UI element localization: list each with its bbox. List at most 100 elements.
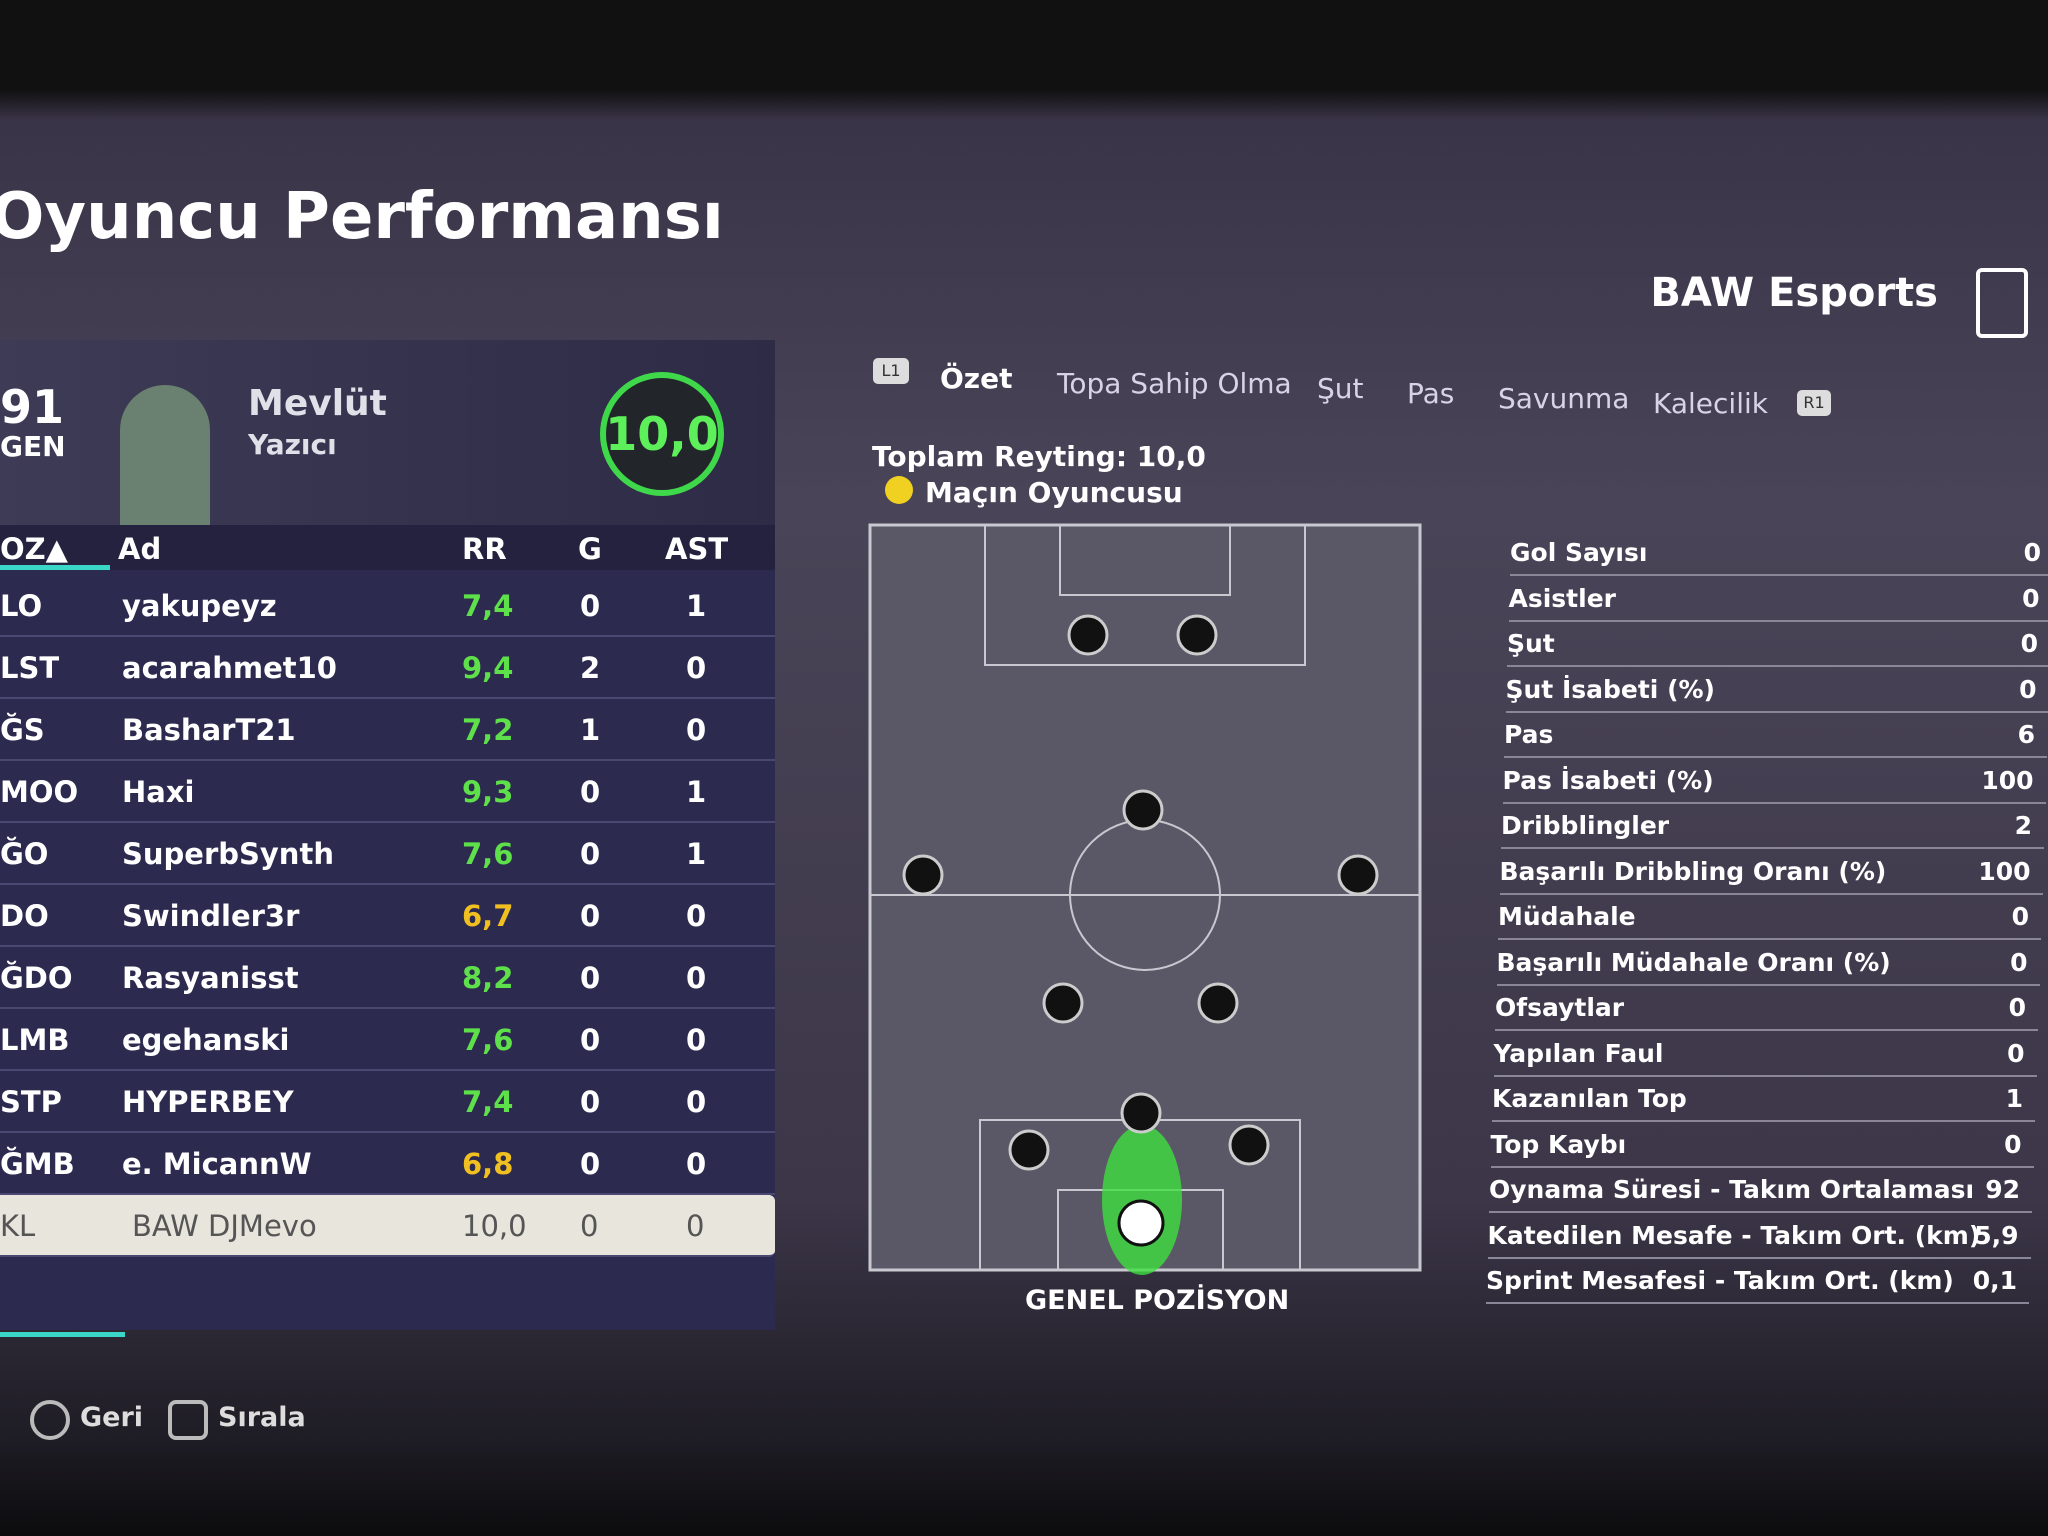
table-row[interactable]: ĞO SuperbSynth 7,6 0 1	[0, 823, 775, 885]
stat-label: Ofsaytlar	[1495, 993, 1625, 1022]
match-rating: 9,3	[462, 775, 514, 809]
tab[interactable]: Savunma	[1498, 382, 1630, 415]
player-name: Rasyanisst	[122, 961, 299, 995]
position: ĞO	[0, 837, 49, 871]
stat-row: Dribblingler 2	[1501, 803, 2044, 849]
pitch-label: GENEL POZİSYON	[1025, 1285, 1290, 1316]
table-row[interactable]: ĞS BasharT21 7,2 1 0	[0, 699, 775, 761]
goals: 0	[580, 1209, 599, 1243]
tab[interactable]: Özet	[940, 362, 1013, 395]
player-name: acarahmet10	[122, 651, 337, 685]
stat-row: Sprint Mesafesi - Takım Ort. (km) 0,1	[1486, 1258, 2029, 1304]
top-six	[1059, 524, 1231, 596]
stat-row: Ofsaytlar 0	[1495, 985, 2038, 1031]
stat-value: 0	[2020, 629, 2038, 658]
stat-label: Başarılı Müdahale Oranı (%)	[1496, 947, 1891, 977]
award-icon	[885, 476, 913, 504]
stat-row: Katedilen Mesafe - Takım Ort. (km) 5,9	[1487, 1213, 2031, 1259]
stat-value: 0	[2022, 583, 2040, 613]
stat-label: Şut İsabeti (%)	[1505, 674, 1716, 704]
sort-button[interactable]: Sırala	[218, 1402, 306, 1433]
column-header: OZ▲	[0, 532, 68, 566]
match-rating: 7,2	[462, 713, 514, 747]
assists: 0	[686, 961, 707, 995]
position: LMB	[0, 1023, 70, 1057]
player-name: Swindler3r	[122, 899, 300, 933]
match-rating: 8,2	[462, 961, 514, 995]
stat-value: 1	[2005, 1084, 2023, 1113]
stat-label: Asistler	[1508, 583, 1616, 613]
position: ĞS	[0, 713, 45, 747]
column-header: AST	[665, 532, 729, 566]
team-name: BAW Esports	[1650, 270, 1938, 316]
stat-value: 0	[2007, 1038, 2025, 1068]
stat-label: Şut	[1507, 629, 1555, 658]
goals: 1	[580, 713, 601, 747]
pitch	[868, 523, 1422, 1275]
stat-row: Asistler 0	[1508, 576, 2048, 622]
goals: 0	[580, 1085, 601, 1119]
back-button[interactable]: Geri	[80, 1402, 144, 1433]
assists: 1	[686, 837, 707, 871]
stat-label: Oynama Süresi - Takım Ortalaması	[1489, 1175, 1975, 1204]
match-rating: 6,8	[462, 1147, 514, 1181]
match-rating: 10,0	[600, 372, 724, 496]
stat-label: Sprint Mesafesi - Takım Ort. (km)	[1486, 1266, 1954, 1295]
table-row[interactable]: STP HYPERBEY 7,4 0 0	[0, 1071, 775, 1133]
stat-value: 0	[2008, 993, 2026, 1022]
stat-label: Kazanılan Top	[1492, 1084, 1687, 1113]
table-row[interactable]: LO yakupeyz 7,4 0 1	[0, 575, 775, 637]
stat-value: 100	[1981, 765, 2034, 795]
stat-value: 6	[2017, 720, 2035, 749]
stat-label: Pas	[1504, 720, 1554, 749]
table-row[interactable]: LMB egehanski 7,6 0 0	[0, 1009, 775, 1071]
stat-label: Dribblingler	[1501, 811, 1670, 840]
stat-row: Başarılı Dribbling Oranı (%) 100	[1499, 849, 2043, 895]
back-icon[interactable]	[30, 1400, 70, 1440]
assists: 0	[686, 1085, 707, 1119]
overall: 91	[0, 380, 65, 434]
table-row[interactable]: DO Swindler3r 6,7 0 0	[0, 885, 775, 947]
assists: 0	[686, 651, 707, 685]
assists: 0	[686, 899, 707, 933]
player-avatar	[120, 385, 210, 525]
l1-button[interactable]: L1	[873, 358, 909, 384]
match-rating: 7,6	[462, 837, 514, 871]
match-rating: 9,4	[462, 651, 514, 685]
table-row[interactable]: MOO Haxi 9,3 0 1	[0, 761, 775, 823]
tab[interactable]: Kalecilik	[1653, 387, 1768, 420]
stat-row: Pas 6	[1504, 712, 2047, 758]
player-name: BAW DJMevo	[132, 1209, 317, 1243]
tab[interactable]: Pas	[1407, 377, 1455, 410]
position: KL	[0, 1209, 36, 1243]
player-name: SuperbSynth	[122, 837, 334, 871]
tab[interactable]: Şut	[1317, 372, 1364, 405]
stat-row: Top Kaybı 0	[1490, 1122, 2034, 1168]
table-header	[0, 525, 775, 570]
r1-button[interactable]: R1	[1797, 390, 1831, 416]
tab[interactable]: Topa Sahip Olma	[1057, 367, 1292, 400]
stat-row: Oynama Süresi - Takım Ortalaması 92	[1489, 1167, 2032, 1213]
first-name: Mevlüt	[248, 383, 387, 424]
sort-icon[interactable]	[168, 1400, 208, 1440]
column-header: Ad	[118, 532, 162, 566]
stat-value: 0	[2004, 1129, 2022, 1159]
column-header: RR	[462, 532, 507, 566]
award: Maçın Oyuncusu	[925, 476, 1183, 509]
table-row[interactable]: KL BAW DJMevo 10,0 0 0	[0, 1195, 775, 1257]
position: STP	[0, 1085, 62, 1119]
stat-label: Gol Sayısı	[1510, 538, 1648, 567]
players	[902, 614, 1379, 1247]
scroll-bar	[0, 1332, 125, 1337]
position: ĞMB	[0, 1147, 75, 1181]
assists: 1	[686, 589, 707, 623]
assists: 1	[686, 775, 707, 809]
table-row[interactable]: ĞDO Rasyanisst 8,2 0 0	[0, 947, 775, 1009]
table-row[interactable]: LST acarahmet10 9,4 2 0	[0, 637, 775, 699]
stat-value: 0,1	[1972, 1266, 2017, 1295]
goals: 0	[580, 589, 601, 623]
table-row[interactable]: ĞMB e. MicannW 6,8 0 0	[0, 1133, 775, 1195]
position: LST	[0, 651, 60, 685]
player-name: yakupeyz	[122, 589, 277, 623]
stat-row: Pas İsabeti (%) 100	[1502, 758, 2046, 804]
